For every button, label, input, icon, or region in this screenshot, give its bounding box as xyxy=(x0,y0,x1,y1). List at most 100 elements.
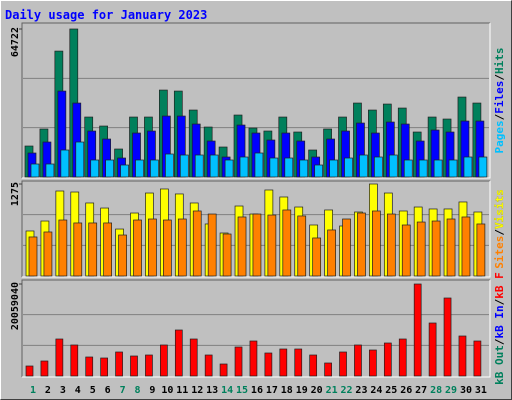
bar xyxy=(150,159,159,178)
panel-bevel-dark xyxy=(21,180,490,277)
bar xyxy=(73,222,83,277)
bar xyxy=(85,356,94,377)
bar xyxy=(179,154,189,178)
legend-entry: kB F xyxy=(493,272,506,299)
legend-entry: Pages xyxy=(493,120,506,153)
bar xyxy=(374,156,383,178)
legend-separator: / xyxy=(493,298,506,305)
bar xyxy=(386,213,396,277)
bar xyxy=(463,156,473,178)
x-tick-label: 31 xyxy=(475,385,487,396)
x-tick-label: 23 xyxy=(355,385,367,396)
bar xyxy=(388,154,398,178)
x-tick-label: 7 xyxy=(120,385,126,396)
bar xyxy=(398,338,407,377)
legend-separator: / xyxy=(493,229,506,236)
y-tick-label: 20059040 xyxy=(10,282,21,330)
x-tick-label: 6 xyxy=(105,385,111,396)
bar xyxy=(58,219,68,277)
bar xyxy=(461,216,471,277)
bar xyxy=(279,348,288,377)
bar xyxy=(28,236,38,277)
legend-entry: Files xyxy=(493,81,506,114)
legend-entry: Visits xyxy=(493,189,506,229)
bar xyxy=(433,159,443,178)
x-tick-label: 2 xyxy=(45,385,51,396)
bar xyxy=(160,344,168,377)
bar xyxy=(416,221,426,277)
bar xyxy=(90,159,100,178)
panel-bevel-dark xyxy=(21,22,490,178)
x-tick-label: 16 xyxy=(251,385,263,396)
bar xyxy=(115,351,123,377)
bar xyxy=(118,234,127,277)
bar xyxy=(207,213,217,277)
bar xyxy=(383,342,392,377)
bar xyxy=(478,156,488,178)
bar xyxy=(327,229,336,277)
bar xyxy=(312,237,322,277)
bar xyxy=(403,159,413,178)
bar xyxy=(88,222,98,277)
bar xyxy=(264,352,273,377)
bar xyxy=(431,220,441,277)
legend: kB Out/kB In/kB F xyxy=(493,272,506,385)
bar xyxy=(234,346,243,377)
bar xyxy=(25,365,34,377)
bar xyxy=(165,153,174,178)
bar xyxy=(135,159,144,178)
x-tick-label: 17 xyxy=(266,385,278,396)
bar xyxy=(309,354,318,377)
bar xyxy=(446,218,456,277)
bar xyxy=(329,159,338,178)
bar xyxy=(254,152,264,178)
bar xyxy=(192,210,202,277)
legend-entry: Sites xyxy=(493,236,506,269)
bar xyxy=(282,209,292,277)
bar xyxy=(473,340,482,377)
bar xyxy=(269,157,279,178)
bar xyxy=(443,297,452,377)
bar xyxy=(174,329,183,377)
bar xyxy=(219,363,228,377)
bar xyxy=(458,335,467,377)
bar xyxy=(222,233,232,277)
bar xyxy=(30,163,40,178)
bar xyxy=(359,154,368,178)
bar xyxy=(145,354,153,377)
x-tick-label: 18 xyxy=(281,385,293,396)
x-tick-label: 26 xyxy=(400,385,412,396)
bar xyxy=(163,219,172,277)
x-tick-label: 29 xyxy=(445,385,457,396)
bar xyxy=(239,156,249,178)
bar xyxy=(148,218,157,277)
bar xyxy=(194,154,204,178)
bar xyxy=(103,222,113,277)
bar xyxy=(418,159,428,178)
x-tick-label: 15 xyxy=(236,385,248,396)
bar xyxy=(177,218,187,277)
bar xyxy=(105,159,115,178)
bar xyxy=(401,224,411,277)
x-tick-label: 11 xyxy=(176,385,188,396)
bar xyxy=(249,340,258,377)
bar xyxy=(372,210,381,277)
legend-entry: kB Out xyxy=(493,345,506,385)
bar xyxy=(428,322,437,377)
x-tick-label: 4 xyxy=(75,385,81,396)
panel-bevel-dark xyxy=(21,279,490,377)
bar xyxy=(267,214,277,277)
x-tick-label: 27 xyxy=(415,385,427,396)
bar xyxy=(252,213,262,277)
bar xyxy=(354,344,362,377)
bar xyxy=(476,223,486,277)
bar xyxy=(40,360,49,377)
legend-separator: / xyxy=(493,113,506,120)
legend-entry: kB In xyxy=(493,305,506,338)
x-tick-label: 22 xyxy=(341,385,353,396)
chart-title: Daily usage for January 2023 xyxy=(5,8,207,22)
bar xyxy=(209,154,219,178)
bar xyxy=(324,362,332,377)
